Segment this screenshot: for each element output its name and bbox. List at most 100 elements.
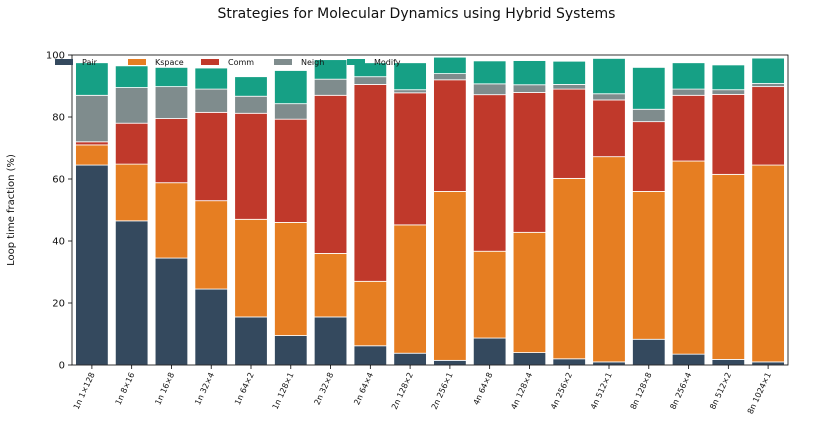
legend-label-comm: Comm [228, 58, 254, 67]
bar-segment-pair-16 [711, 359, 746, 366]
bar-segment-comm-3 [194, 111, 228, 202]
bar-segment-pair-8 [393, 352, 427, 366]
bar-segment-comm-13 [592, 99, 626, 158]
bars-layer [75, 56, 785, 366]
bar-segment-kspace-6 [313, 252, 348, 318]
bar-segment-neigh-3 [194, 88, 228, 113]
bar-segment-pair-9 [433, 359, 467, 366]
x-tick-label-11: 4n 128×4 [509, 371, 534, 411]
x-tick-label-10: 4n 64×8 [472, 371, 495, 406]
bar-segment-comm-10 [472, 94, 507, 252]
bar-segment-neigh-4 [234, 95, 268, 114]
bar-segment-neigh-2 [154, 86, 189, 119]
bar-segment-pair-3 [194, 288, 228, 366]
x-tick-label-6: 2n 32×8 [313, 371, 336, 406]
y-tick-label-5: 100 [46, 51, 65, 62]
bar-segment-neigh-9 [433, 73, 467, 81]
y-tick-label-3: 60 [52, 175, 65, 186]
bar-segment-kspace-4 [234, 218, 268, 318]
x-tick-label-16: 8n 512×2 [708, 371, 733, 411]
bar-segment-kspace-8 [393, 224, 427, 354]
x-tick-label-7: 2n 64×4 [352, 371, 375, 406]
bar-segment-modify-17 [751, 57, 785, 84]
bar-segment-comm-8 [393, 92, 427, 226]
x-tick-label-15: 8n 256×4 [668, 371, 693, 411]
bar-segment-comm-16 [711, 93, 746, 175]
legend-label-pair: Pair [82, 58, 98, 67]
y-axis: 0 20 40 60 80 100 [46, 51, 72, 372]
legend: Pair Kspace Comm Neigh Modify [55, 58, 401, 67]
bar-segment-kspace-13 [592, 156, 626, 363]
x-tick-label-17: 8n 1024×1 [746, 371, 773, 415]
bar-segment-kspace-12 [552, 177, 586, 360]
bar-segment-pair-14 [632, 338, 666, 366]
bar-segment-comm-12 [552, 88, 586, 179]
y-tick-label-1: 20 [52, 299, 65, 310]
x-tick-label-8: 2n 128×2 [390, 371, 415, 411]
bar-segment-neigh-1 [114, 87, 149, 124]
bar-segment-modify-6 [313, 59, 348, 80]
bar-segment-neigh-6 [313, 78, 348, 96]
y-axis-label: Loop time fraction (%) [6, 154, 17, 266]
bar-segment-neigh-0 [75, 94, 109, 143]
bar-segment-modify-8 [393, 62, 427, 91]
bar-segment-neigh-10 [472, 83, 507, 96]
legend-swatch-pair [55, 59, 73, 65]
legend-swatch-neigh [274, 59, 292, 65]
x-tick-label-9: 2n 256×1 [430, 371, 455, 411]
bar-segment-neigh-15 [671, 88, 706, 96]
bar-segment-comm-11 [512, 92, 547, 233]
bar-segment-kspace-15 [671, 160, 706, 355]
bar-segment-comm-7 [353, 84, 388, 282]
bar-segment-kspace-14 [632, 190, 666, 340]
bar-segment-comm-14 [632, 121, 666, 192]
x-tick-label-4: 1n 64×2 [233, 371, 256, 406]
legend-swatch-modify [347, 59, 365, 65]
axes-frame [71, 54, 789, 366]
bar-segment-modify-3 [194, 67, 228, 90]
bar-segment-neigh-14 [632, 108, 666, 123]
bar-segment-kspace-7 [353, 280, 388, 347]
bar-segment-modify-0 [75, 62, 109, 96]
bar-segment-kspace-17 [751, 164, 785, 363]
bar-segment-pair-10 [472, 337, 507, 366]
bar-segment-kspace-3 [194, 200, 228, 290]
bar-segment-neigh-17 [751, 83, 785, 88]
bar-segment-pair-0 [75, 164, 109, 366]
x-tick-label-0: 1n 1×128 [72, 371, 97, 411]
chart-title: Strategies for Molecular Dynamics using … [217, 6, 616, 22]
x-axis: 1n 1×128 1n 8×16 1n 16×8 1n 32×4 1n 64×2 1n 1… [72, 365, 773, 416]
bar-segment-kspace-2 [154, 182, 189, 259]
bar-segment-modify-10 [472, 60, 507, 85]
bar-segment-comm-1 [114, 122, 149, 165]
y-tick-label-2: 40 [52, 237, 65, 248]
bar-segment-pair-13 [592, 361, 626, 366]
bar-segment-modify-1 [114, 65, 149, 88]
bar-segment-pair-7 [353, 345, 388, 366]
bar-segment-neigh-13 [592, 93, 626, 101]
bar-segment-kspace-1 [114, 163, 149, 222]
y-tick-label-0: 0 [59, 361, 65, 372]
legend-label-neigh: Neigh [301, 58, 324, 67]
bar-segment-kspace-5 [274, 221, 308, 336]
bar-segment-pair-17 [751, 361, 785, 366]
bar-segment-comm-2 [154, 118, 189, 184]
x-tick-label-2: 1n 16×8 [153, 371, 176, 406]
bar-segment-modify-14 [632, 67, 666, 110]
bar-segment-pair-12 [552, 358, 586, 366]
bar-segment-kspace-0 [75, 144, 109, 166]
bar-segment-modify-9 [433, 56, 467, 74]
bar-segment-modify-4 [234, 76, 268, 97]
legend-label-modify: Modify [374, 58, 401, 67]
bar-segment-modify-2 [154, 67, 189, 88]
bar-segment-comm-9 [433, 79, 467, 192]
bar-segment-modify-15 [671, 62, 706, 90]
bar-segment-modify-5 [274, 70, 308, 105]
bar-segment-neigh-5 [274, 103, 308, 120]
bar-segment-comm-4 [234, 112, 268, 220]
bar-segment-comm-6 [313, 94, 348, 254]
x-tick-label-3: 1n 32×4 [193, 371, 216, 406]
bar-segment-pair-1 [114, 220, 149, 366]
